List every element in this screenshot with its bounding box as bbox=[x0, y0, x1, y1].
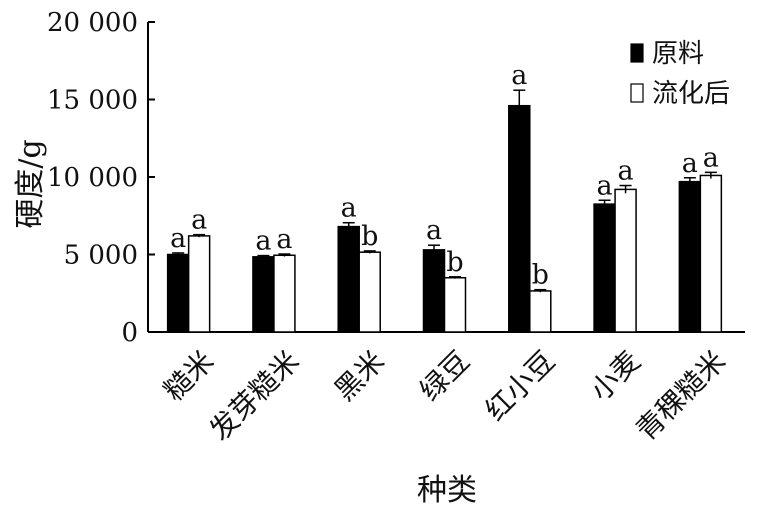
bar-fluidized bbox=[529, 290, 552, 333]
category-label: 红小豆 bbox=[479, 344, 562, 427]
x-axis-title: 种类 bbox=[417, 473, 477, 508]
bar-raw bbox=[593, 203, 616, 333]
significance-label: a bbox=[597, 170, 613, 201]
bar-fluidized bbox=[443, 277, 467, 333]
bar-fluidized bbox=[699, 174, 723, 333]
category-label: 糙米 bbox=[157, 344, 220, 407]
bar-fluidized bbox=[358, 251, 381, 333]
y-ticks: 0 5 000 10 000 15 000 20 000 bbox=[47, 8, 155, 348]
bar-raw bbox=[252, 256, 275, 333]
y-tick-label: 15 000 bbox=[47, 86, 138, 116]
legend-label-raw: 原料 bbox=[652, 39, 704, 69]
significance-label: b bbox=[446, 247, 463, 278]
category-label: 小麦 bbox=[584, 344, 647, 407]
bar-raw bbox=[337, 225, 360, 333]
category-label: 青稞糙米 bbox=[629, 344, 732, 447]
significance-label: b bbox=[532, 260, 549, 291]
bar-raw bbox=[678, 180, 702, 333]
y-tick-label: 0 bbox=[121, 318, 138, 348]
significance-label: a bbox=[170, 223, 186, 254]
legend-swatch-raw bbox=[630, 43, 644, 63]
legend-label-fluidized: 流化后 bbox=[652, 79, 730, 109]
category-label: 发芽糙米 bbox=[203, 344, 306, 447]
y-tick-label: 10 000 bbox=[47, 163, 138, 193]
bar-raw bbox=[422, 249, 446, 333]
y-tick-label: 20 000 bbox=[47, 8, 138, 38]
bar-raw bbox=[508, 104, 531, 333]
legend: 原料 流化后 bbox=[630, 39, 730, 109]
significance-label: b bbox=[361, 221, 378, 252]
axes: 0 5 000 10 000 15 000 20 000 bbox=[47, 8, 745, 348]
significance-label: a bbox=[191, 205, 207, 236]
bar-fluidized bbox=[273, 254, 296, 333]
significance-label: a bbox=[511, 60, 527, 91]
bar-fluidized bbox=[614, 188, 637, 333]
significance-label: a bbox=[703, 142, 719, 173]
significance-label: a bbox=[426, 215, 442, 246]
significance-label: a bbox=[618, 156, 634, 187]
category-label: 黑米 bbox=[328, 344, 391, 407]
significance-label: a bbox=[682, 148, 698, 179]
significance-label: a bbox=[341, 193, 357, 224]
y-axis-title: 硬度/g bbox=[13, 139, 48, 228]
category-label: 绿豆 bbox=[413, 344, 476, 407]
bar-fluidized bbox=[187, 235, 211, 333]
significance-label: a bbox=[255, 226, 271, 257]
significance-label: a bbox=[276, 224, 292, 255]
y-tick-label: 5 000 bbox=[64, 241, 138, 271]
legend-swatch-fluidized bbox=[630, 83, 644, 103]
bar-raw bbox=[166, 253, 190, 333]
